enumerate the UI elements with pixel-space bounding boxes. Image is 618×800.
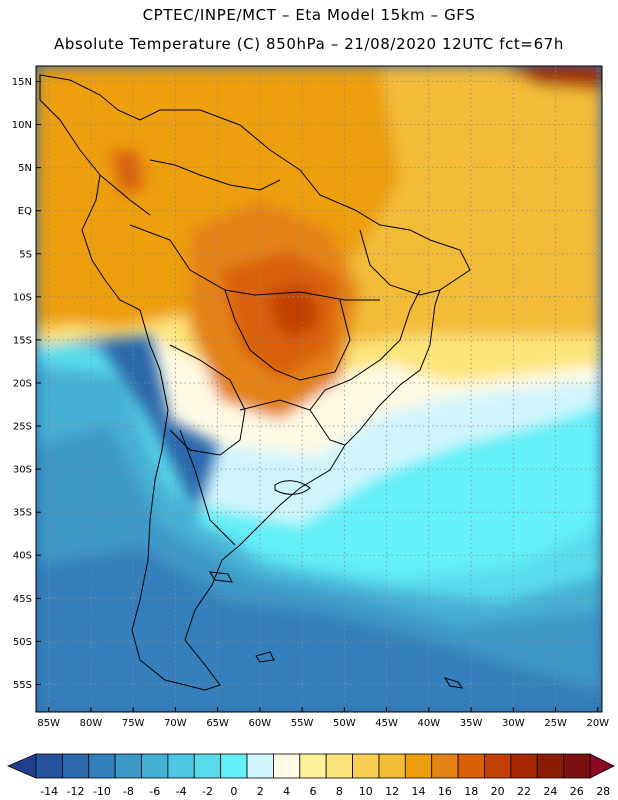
colorbar-tick-label: -6	[149, 785, 160, 798]
colorbar-tick-label: 8	[336, 785, 343, 798]
latitude-labels: 15N 10N 5N EQ 5S 10S 15S 20S 25S 30S 35S 40S 45S 50S 5…	[12, 77, 41, 691]
colorbar-tick-label: 14	[412, 785, 426, 798]
colorbar-tick-label: 2	[257, 785, 264, 798]
colorbar-swatch	[404, 753, 433, 779]
lon-label: 80W	[80, 718, 103, 729]
colorbar-tick-label: 16	[438, 785, 452, 798]
colorbar-swatch	[88, 753, 116, 779]
lon-label: 40W	[418, 718, 441, 729]
colorbar-swatch	[457, 753, 485, 779]
colorbar-tick-label: 22	[517, 785, 531, 798]
longitude-labels: 85W 80W 75W 70W 65W 60W 55W 50W 45W 40W 35W 30W 25W 2…	[37, 707, 609, 729]
colorbar-tick-label: 6	[310, 785, 317, 798]
colorbar-tick-label: -14	[40, 785, 58, 798]
lat-label: 45S	[13, 594, 32, 605]
colorbar-swatch	[563, 753, 591, 779]
lat-label: 10N	[12, 120, 32, 131]
colorbar-tick-label: 26	[570, 785, 584, 798]
colorbar-swatch	[299, 753, 327, 779]
lat-label: 55S	[13, 680, 32, 691]
lat-label: 40S	[13, 551, 32, 562]
lat-label: EQ	[18, 206, 32, 217]
colorbar-tick-label: -10	[93, 785, 111, 798]
colorbar-high-arrow	[589, 753, 615, 779]
colorbar-swatch	[141, 753, 169, 779]
colorbar-swatch	[325, 753, 353, 779]
lon-label: 45W	[375, 718, 398, 729]
header-title-field: Absolute Temperature (C) 850hPa – 21/08/…	[54, 35, 564, 53]
colorbar-low-arrow	[6, 753, 37, 779]
colorbar-swatch	[536, 753, 565, 779]
lon-label: 30W	[502, 718, 525, 729]
colorbar-swatch	[35, 753, 63, 779]
lat-label: 10S	[13, 292, 32, 303]
colorbar-tick-label: -4	[176, 785, 187, 798]
lon-label: 25W	[544, 718, 567, 729]
lon-label: 55W	[291, 718, 314, 729]
header-title-model: CPTEC/INPE/MCT – Eta Model 15km – GFS	[142, 6, 476, 24]
colorbar-tick-label: -8	[123, 785, 134, 798]
lat-label: 50S	[13, 637, 32, 648]
colorbar-tick-label: 12	[385, 785, 399, 798]
lon-label: 20W	[586, 718, 609, 729]
lon-label: 85W	[37, 718, 60, 729]
lat-label: 30S	[13, 465, 32, 476]
lat-label: 15N	[12, 77, 32, 88]
lat-label: 20S	[13, 378, 32, 389]
map-frame	[35, 65, 603, 713]
colorbar-tick-label: -12	[67, 785, 85, 798]
coastline-borders	[39, 74, 471, 691]
colorbar-tick-label: 20	[491, 785, 505, 798]
colorbar-swatch	[352, 753, 380, 779]
colorbar-swatch	[220, 753, 248, 779]
lon-label: 65W	[206, 718, 229, 729]
colorbar-swatch	[510, 753, 538, 779]
colorbar-tick-label: -2	[202, 785, 213, 798]
lat-label: 25S	[13, 422, 32, 433]
lat-label: 15S	[13, 335, 32, 346]
colorbar-labels: -14 -12 -10 -8 -6 -4 -2 0 2 4 6 8 10 12 14 16 18 20 22 24 26…	[40, 785, 610, 798]
colorbar-tick-label: 24	[543, 785, 557, 798]
lon-label: 75W	[122, 718, 145, 729]
colorbar-swatch	[378, 753, 406, 779]
colorbar-swatch	[431, 753, 459, 779]
colorbar-swatch	[273, 753, 301, 779]
lon-label: 50W	[333, 718, 356, 729]
colorbar-swatch	[114, 753, 142, 779]
colorbar-tick-label: 0	[230, 785, 237, 798]
colorbar-legend	[6, 753, 615, 779]
lat-label: 5S	[19, 249, 32, 260]
lon-label: 70W	[164, 718, 187, 729]
colorbar-tick-label: 28	[596, 785, 610, 798]
lat-label: 35S	[13, 508, 32, 519]
lon-label: 60W	[249, 718, 272, 729]
lat-label: 5N	[18, 163, 32, 174]
lon-label: 35W	[460, 718, 483, 729]
colorbar-swatch	[167, 753, 195, 779]
colorbar-tick-label: 18	[464, 785, 478, 798]
temperature-field	[36, 66, 602, 712]
colorbar-swatch	[61, 753, 90, 779]
colorbar-tick-label: 10	[359, 785, 373, 798]
colorbar-swatch	[246, 753, 274, 779]
colorbar-tick-label: 4	[283, 785, 290, 798]
colorbar-swatch	[484, 753, 512, 779]
colorbar-swatch	[193, 753, 222, 779]
